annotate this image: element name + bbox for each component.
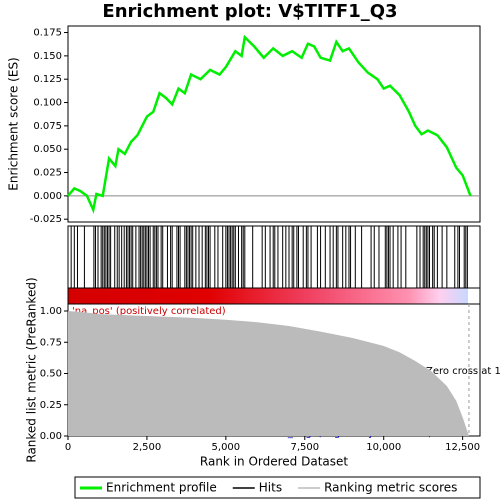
y-tick-label: 0.075 (33, 121, 62, 132)
x-tick-label: 7,500 (290, 442, 319, 453)
y-tick-label: 0.25 (40, 400, 62, 411)
es-frame (67, 25, 481, 223)
metric-area (68, 311, 469, 436)
x-tick-label: 5,000 (212, 442, 241, 453)
metric-y-label: Ranked list metric (PreRanked) (25, 277, 39, 462)
x-label: Rank in Ordered Dataset (200, 455, 348, 469)
y-tick-label: 0.100 (33, 98, 62, 109)
legend: Enrichment profile Hits Ranking metric sco… (80, 481, 457, 495)
x-tick-label: 12,500 (445, 442, 480, 453)
legend-label: Ranking metric scores (324, 481, 457, 495)
legend-label: Hits (259, 481, 282, 495)
es-y-label: Enrichment score (ES) (7, 57, 21, 190)
legend-label: Enrichment profile (106, 481, 217, 495)
y-tick-label: 0.50 (40, 369, 62, 380)
y-tick-label: 1.00 (40, 306, 62, 317)
pos-label: 'na_pos' (positively correlated) (72, 306, 226, 317)
zero-cross-label: Zero cross at 1 (426, 366, 500, 377)
x-tick-label: 2,500 (133, 442, 162, 453)
y-tick-label: 0.150 (33, 51, 62, 62)
y-tick-label: 0.025 (33, 168, 62, 179)
legend-box (74, 476, 481, 499)
rank-band (68, 288, 468, 304)
y-tick-label: 0.175 (33, 28, 62, 39)
y-tick-label: 0.75 (40, 337, 62, 348)
x-tick-label: 10,000 (366, 442, 401, 453)
y-tick-label: -0.025 (30, 214, 62, 225)
y-tick-label: 0.000 (33, 191, 62, 202)
y-tick-label: 0.125 (33, 74, 62, 85)
enrichment-line (67, 34, 472, 214)
x-tick-label: 0 (65, 442, 71, 453)
chart-title: Enrichment plot: V$TITF1_Q3 (102, 1, 397, 22)
y-tick-label: 0.00 (40, 431, 62, 442)
y-tick-label: 0.050 (33, 144, 62, 155)
